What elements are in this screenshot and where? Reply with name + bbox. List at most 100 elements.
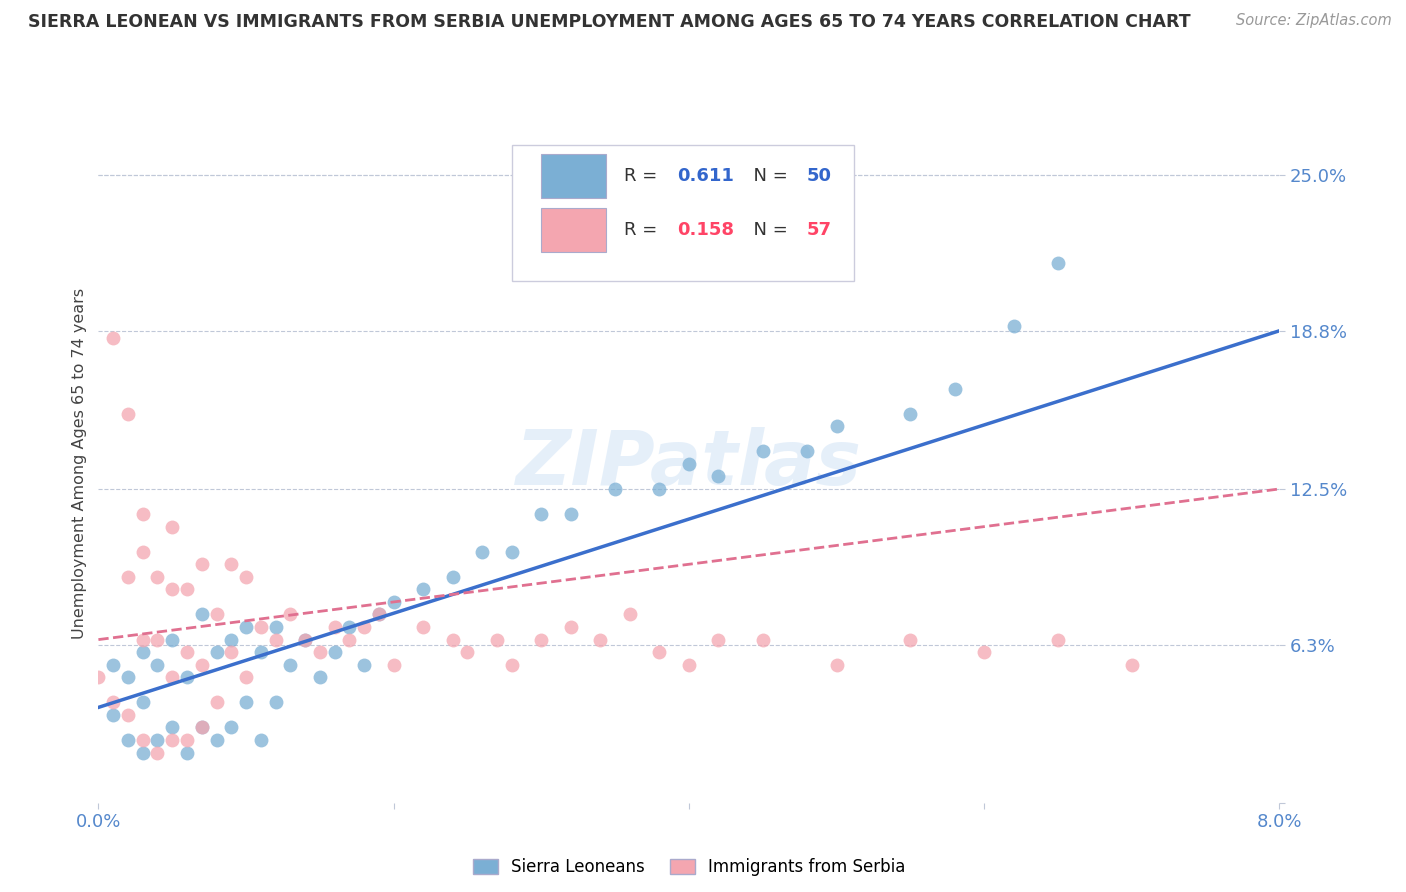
Point <box>191 607 214 622</box>
Point <box>219 721 242 735</box>
FancyBboxPatch shape <box>541 208 606 252</box>
Point <box>146 733 169 747</box>
Point <box>1046 256 1069 270</box>
Point <box>1002 318 1025 333</box>
Point <box>117 407 139 421</box>
Point <box>353 657 375 672</box>
Point <box>530 632 553 647</box>
Point <box>412 620 434 634</box>
Point <box>117 670 139 684</box>
Point <box>412 582 434 597</box>
Point <box>132 507 155 521</box>
Point <box>146 570 169 584</box>
Point <box>235 670 257 684</box>
FancyBboxPatch shape <box>512 145 855 281</box>
Text: R =: R = <box>624 221 664 239</box>
Point <box>103 707 124 722</box>
Point <box>264 695 287 709</box>
Point <box>132 695 155 709</box>
Text: SIERRA LEONEAN VS IMMIGRANTS FROM SERBIA UNEMPLOYMENT AMONG AGES 65 TO 74 YEARS : SIERRA LEONEAN VS IMMIGRANTS FROM SERBIA… <box>28 13 1191 31</box>
Text: R =: R = <box>624 168 664 186</box>
Point <box>456 645 478 659</box>
Point <box>219 558 242 572</box>
Point <box>235 570 257 584</box>
Point <box>250 645 273 659</box>
Point <box>1121 657 1143 672</box>
Point <box>219 645 242 659</box>
Text: N =: N = <box>742 168 793 186</box>
Point <box>176 733 198 747</box>
Point <box>87 670 110 684</box>
Point <box>264 620 287 634</box>
Point <box>367 607 389 622</box>
Point <box>278 657 301 672</box>
Point <box>441 632 464 647</box>
Point <box>707 469 730 483</box>
Point <box>191 558 214 572</box>
Point <box>162 670 183 684</box>
Point <box>825 419 848 434</box>
Point <box>648 645 671 659</box>
Point <box>471 545 494 559</box>
Legend: Sierra Leoneans, Immigrants from Serbia: Sierra Leoneans, Immigrants from Serbia <box>465 851 912 882</box>
Point <box>485 632 508 647</box>
Text: N =: N = <box>742 221 793 239</box>
Point <box>530 507 553 521</box>
Point <box>382 595 405 609</box>
Point <box>235 620 257 634</box>
Point <box>337 632 360 647</box>
Point <box>162 582 183 597</box>
Point <box>278 607 301 622</box>
Point <box>605 482 627 496</box>
Text: Source: ZipAtlas.com: Source: ZipAtlas.com <box>1236 13 1392 29</box>
Point <box>205 733 228 747</box>
Point <box>1046 632 1069 647</box>
Point <box>219 632 242 647</box>
Point <box>589 632 612 647</box>
Point <box>898 407 921 421</box>
Point <box>132 645 155 659</box>
Text: 50: 50 <box>807 168 832 186</box>
Point <box>367 607 389 622</box>
Point <box>103 657 124 672</box>
Point <box>353 620 375 634</box>
Point <box>678 457 700 471</box>
Point <box>162 519 183 533</box>
Point <box>146 657 169 672</box>
Point <box>825 657 848 672</box>
Point <box>294 632 316 647</box>
Point <box>796 444 818 458</box>
Text: 0.158: 0.158 <box>678 221 734 239</box>
Text: ZIPatlas: ZIPatlas <box>516 427 862 500</box>
Point <box>678 657 700 672</box>
Point <box>191 721 214 735</box>
Point <box>205 607 228 622</box>
Point <box>560 507 582 521</box>
Point <box>501 545 523 559</box>
Point <box>103 695 124 709</box>
Point <box>501 657 523 672</box>
Y-axis label: Unemployment Among Ages 65 to 74 years: Unemployment Among Ages 65 to 74 years <box>72 288 87 640</box>
Point <box>117 733 139 747</box>
Point <box>973 645 995 659</box>
Point <box>751 444 773 458</box>
Text: 0.611: 0.611 <box>678 168 734 186</box>
Point <box>337 620 360 634</box>
Point <box>294 632 316 647</box>
Point <box>323 620 346 634</box>
Point <box>308 670 332 684</box>
Point <box>162 721 183 735</box>
Point <box>382 657 405 672</box>
Point <box>441 570 464 584</box>
Point <box>560 620 582 634</box>
Text: 57: 57 <box>807 221 832 239</box>
Point <box>162 632 183 647</box>
Point <box>117 570 139 584</box>
Point <box>648 482 671 496</box>
Point <box>235 695 257 709</box>
Point <box>250 733 273 747</box>
Point <box>146 632 169 647</box>
Point <box>176 670 198 684</box>
Point <box>205 645 228 659</box>
Point <box>132 632 155 647</box>
